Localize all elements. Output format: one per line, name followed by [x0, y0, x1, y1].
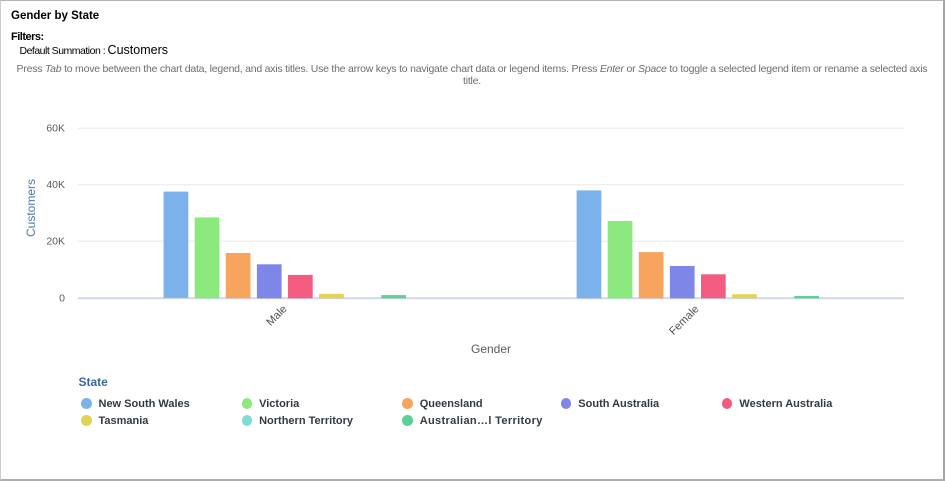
- svg-text:60K: 60K: [46, 123, 65, 135]
- svg-text:0: 0: [59, 292, 65, 304]
- svg-text:Female: Female: [667, 303, 701, 337]
- svg-text:20K: 20K: [46, 236, 65, 248]
- svg-text:Gender: Gender: [471, 342, 511, 356]
- svg-text:Customers: Customers: [24, 179, 38, 237]
- svg-text:Male: Male: [264, 303, 289, 328]
- svg-text:40K: 40K: [46, 179, 65, 191]
